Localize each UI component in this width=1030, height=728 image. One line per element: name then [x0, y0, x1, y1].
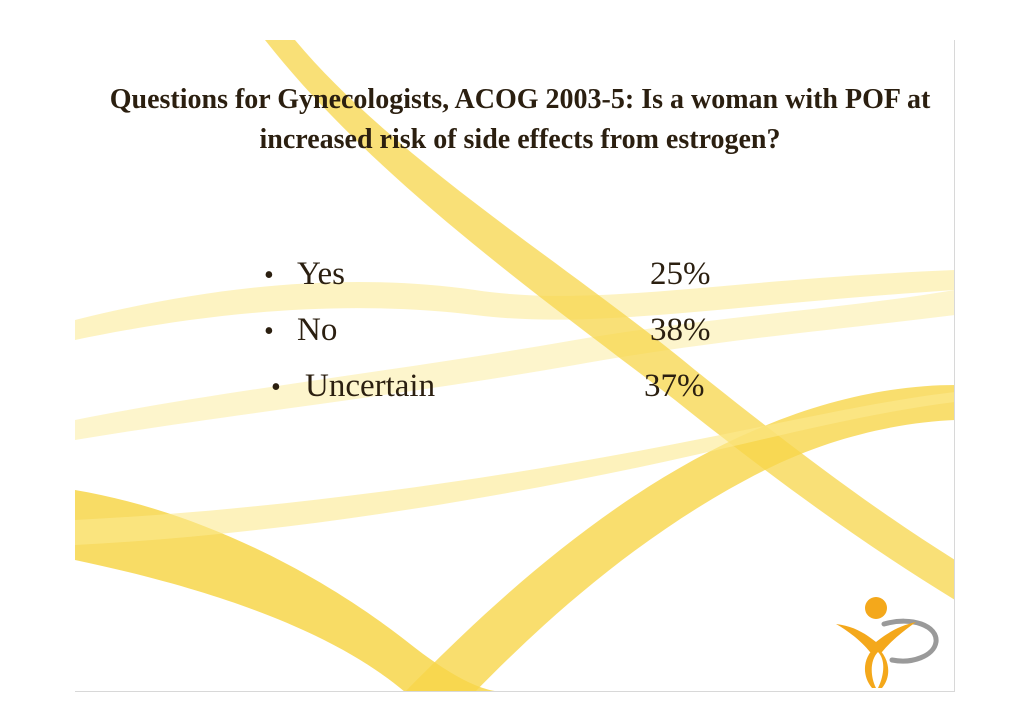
slide-border-bottom [75, 691, 955, 692]
slide-title: Questions for Gynecologists, ACOG 2003-5… [109, 84, 931, 155]
slide-border-right [954, 40, 955, 692]
slide [75, 40, 955, 692]
figure-logo-icon [836, 597, 939, 688]
background-swoosh-icon [75, 40, 955, 692]
